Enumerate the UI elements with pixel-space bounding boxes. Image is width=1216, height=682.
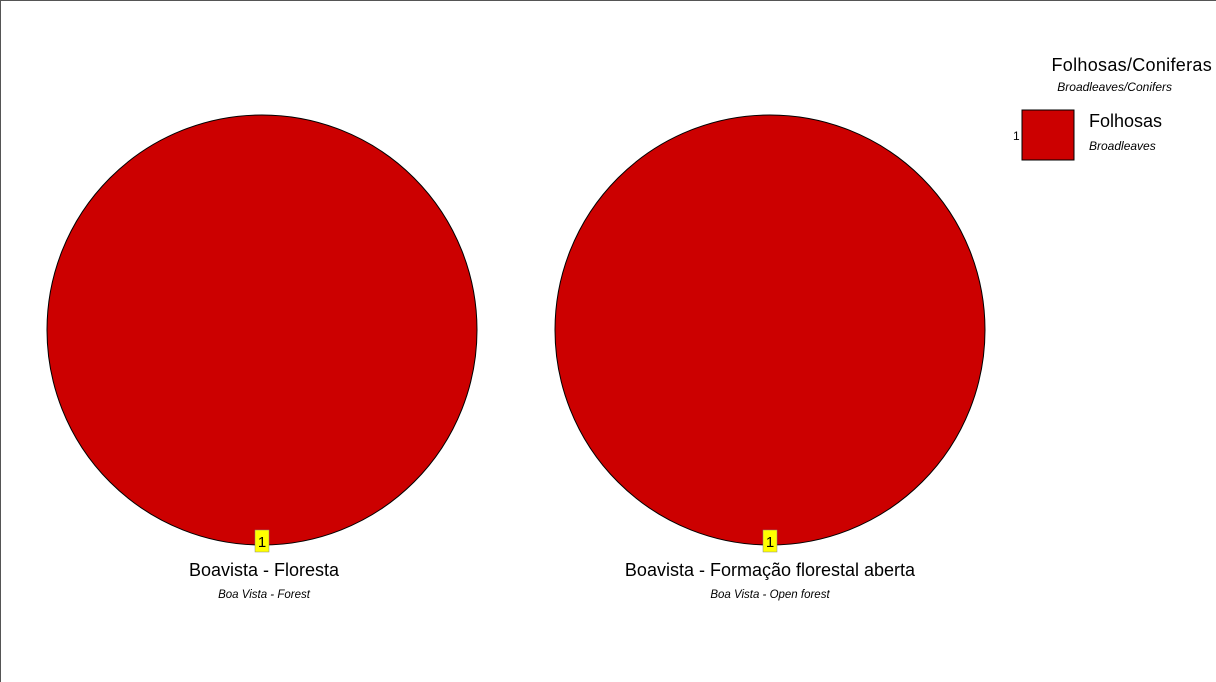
pie-subtitle: Boa Vista - Forest: [218, 589, 311, 601]
legend-item: 1 Folhosas Broadleaves: [1013, 109, 1162, 161]
pie-title: Boavista - Formação florestal aberta: [625, 560, 916, 580]
pie-chart-2: 1 Boavista - Formação florestal aberta B…: [554, 114, 986, 601]
slice-label: 1: [766, 534, 774, 551]
legend-title: Folhosas/Coniferas: [1052, 55, 1212, 75]
legend-item-index: 1: [1013, 129, 1020, 143]
pie-slice: [554, 114, 986, 546]
legend-subtitle: Broadleaves/Conifers: [1057, 80, 1172, 94]
pie-chart-1: 1 Boavista - Floresta Boa Vista - Forest: [46, 114, 478, 601]
legend: Folhosas/Coniferas Broadleaves/Conifers …: [1013, 55, 1212, 161]
pie-subtitle: Boa Vista - Open forest: [710, 589, 830, 601]
slice-label-badge: [254, 529, 270, 553]
slice-label: 1: [258, 534, 266, 551]
pie-slice: [46, 114, 478, 546]
legend-item-sublabel: Broadleaves: [1089, 139, 1156, 153]
slice-label-badge: [762, 529, 778, 553]
legend-swatch: [1021, 109, 1075, 161]
legend-item-label: Folhosas: [1089, 111, 1162, 131]
pie-title: Boavista - Floresta: [189, 560, 340, 580]
